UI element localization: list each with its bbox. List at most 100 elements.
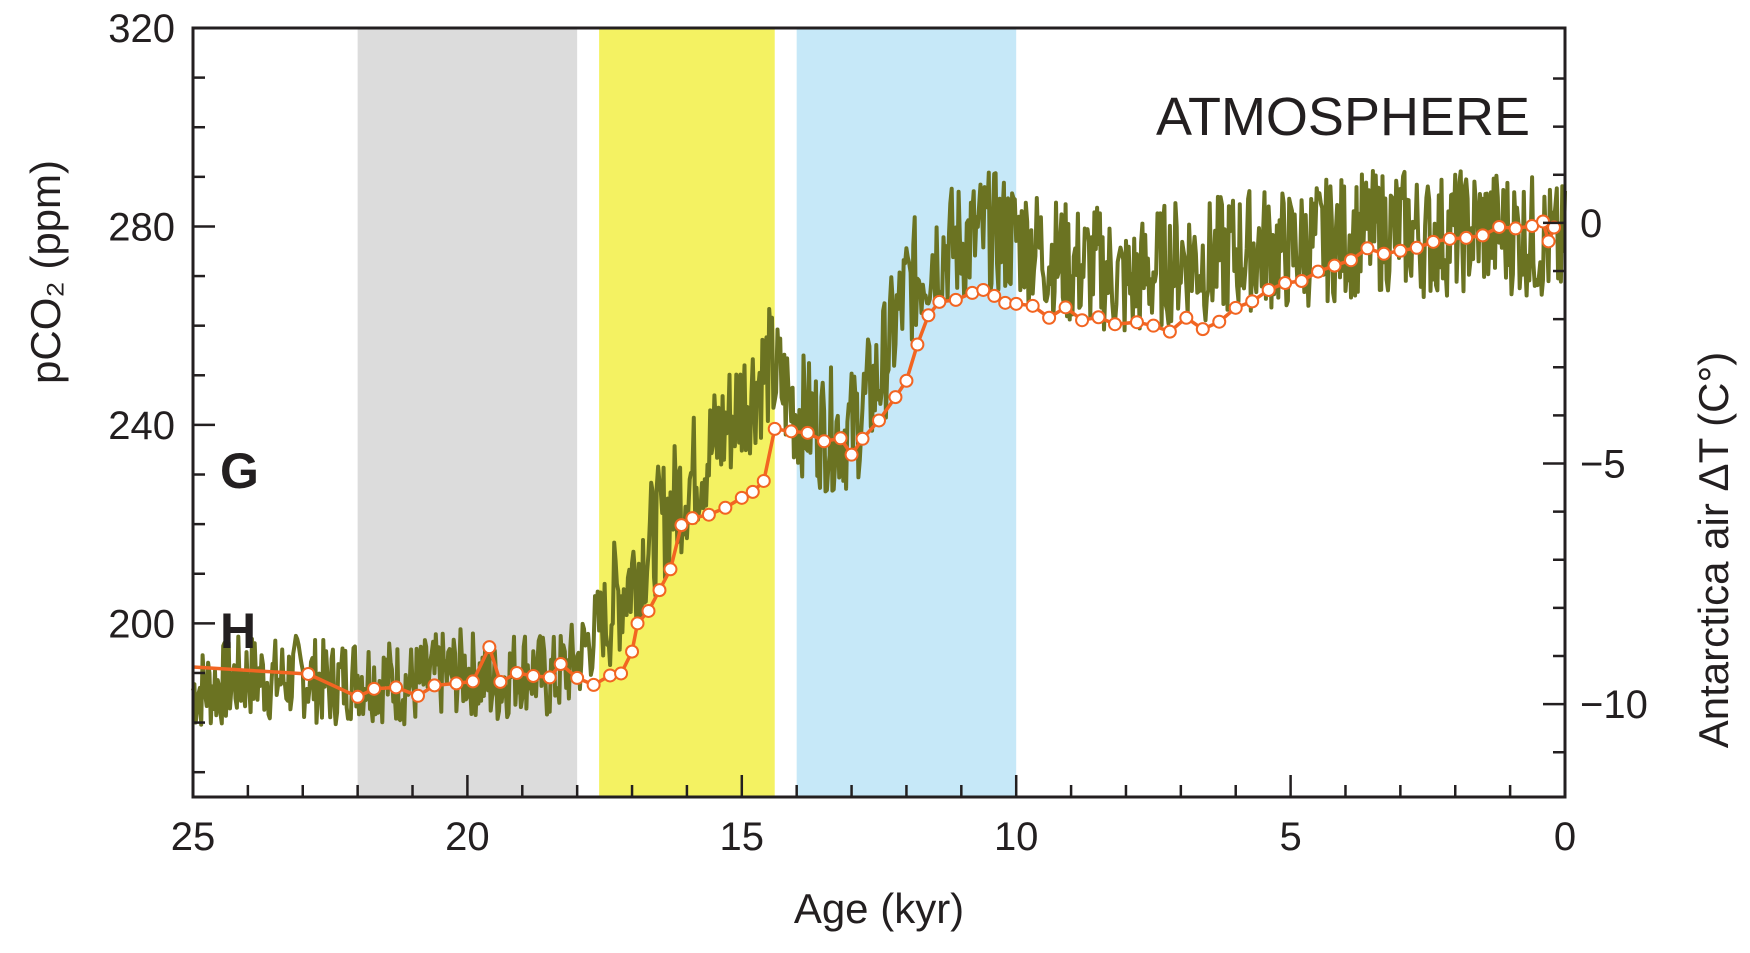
y-left-tick-label: 200 bbox=[108, 602, 175, 646]
series-g-point bbox=[614, 666, 629, 681]
series-g-point bbox=[465, 674, 480, 689]
series-g-point bbox=[1360, 241, 1375, 256]
series-g-point bbox=[641, 603, 656, 618]
series-g-point bbox=[800, 425, 815, 440]
y-right-axis-title: Antarctica air ΔT (C°) bbox=[1690, 352, 1737, 748]
series-g-point bbox=[718, 500, 733, 515]
series-g-point bbox=[427, 678, 442, 693]
x-axis: 25 20 15 10 5 0 bbox=[171, 775, 1576, 859]
series-g-point bbox=[844, 447, 859, 462]
series-g-point bbox=[1426, 234, 1441, 249]
x-tick-label: 5 bbox=[1279, 815, 1301, 859]
series-g-point bbox=[630, 616, 645, 631]
series-g-point bbox=[833, 431, 848, 446]
y-left-tick-label: 320 bbox=[108, 7, 175, 51]
x-tick-label: 25 bbox=[171, 815, 216, 859]
series-g bbox=[192, 214, 1562, 704]
series-g-point bbox=[1075, 313, 1090, 328]
series-h bbox=[191, 169, 1567, 727]
series-h-line bbox=[191, 169, 1567, 727]
series-g-point bbox=[1475, 228, 1490, 243]
series-g-point bbox=[921, 308, 936, 323]
series-g-point bbox=[734, 490, 749, 505]
series-g-point bbox=[603, 668, 618, 683]
series-g-point bbox=[855, 431, 870, 446]
series-g-point bbox=[932, 294, 947, 309]
right-y-axis: 0 −5 −10 bbox=[1543, 77, 1648, 754]
series-g-point bbox=[1327, 258, 1342, 273]
y-right-tick-label: 0 bbox=[1580, 202, 1602, 246]
x-tick-label: 15 bbox=[720, 815, 765, 859]
series-g-point bbox=[745, 484, 760, 499]
series-g-point bbox=[389, 680, 404, 695]
series-h-label: H bbox=[220, 603, 256, 659]
series-g-point bbox=[509, 665, 524, 680]
series-g-point bbox=[1146, 318, 1161, 333]
series-g-point bbox=[553, 657, 568, 672]
series-g-point bbox=[1129, 315, 1144, 330]
series-g-point bbox=[1343, 253, 1358, 268]
series-g-point bbox=[1091, 310, 1106, 325]
series-g-point bbox=[350, 689, 365, 704]
series-g-point bbox=[685, 511, 700, 526]
series-g-point bbox=[449, 676, 464, 691]
plot-frame bbox=[191, 26, 1567, 799]
series-g-point bbox=[817, 434, 832, 449]
series-g-point bbox=[767, 421, 782, 436]
series-g-point bbox=[570, 670, 585, 685]
series-g-point bbox=[542, 670, 557, 685]
y-left-axis-title: pCO₂ (ppm) bbox=[22, 160, 69, 384]
series-g-point bbox=[899, 373, 914, 388]
series-g-point bbox=[625, 644, 640, 659]
series-g-point bbox=[1261, 282, 1276, 297]
series-g-point bbox=[1376, 246, 1391, 261]
series-g-point bbox=[872, 413, 886, 428]
series-g-point bbox=[1541, 234, 1556, 249]
series-g-point bbox=[701, 507, 716, 522]
series-g-point bbox=[976, 282, 991, 297]
series-g-point bbox=[1245, 294, 1260, 309]
series-g-point bbox=[1228, 300, 1243, 315]
series-g-point bbox=[1009, 296, 1024, 311]
series-g-point bbox=[1409, 240, 1424, 255]
series-g-point bbox=[493, 674, 508, 689]
x-tick-label: 0 bbox=[1554, 815, 1576, 859]
series-g-point bbox=[526, 668, 541, 683]
y-left-tick-label: 240 bbox=[108, 404, 175, 448]
series-g-point bbox=[1536, 214, 1551, 229]
series-g-point bbox=[910, 337, 925, 352]
series-g-point bbox=[987, 288, 1002, 303]
series-g-point bbox=[1459, 230, 1474, 245]
series-g-point bbox=[1162, 324, 1177, 339]
series-g-point bbox=[784, 424, 799, 439]
y-right-tick-label: −10 bbox=[1580, 683, 1648, 727]
series-g-point bbox=[1311, 264, 1326, 279]
series-g-point bbox=[1107, 317, 1122, 332]
series-g-point bbox=[948, 292, 963, 307]
series-g-point bbox=[1195, 322, 1210, 337]
series-g-point bbox=[1547, 220, 1562, 235]
series-g-point bbox=[756, 473, 771, 488]
x-axis-title: Age (kyr) bbox=[794, 885, 964, 932]
series-g-point bbox=[1179, 310, 1194, 325]
series-g-point bbox=[1212, 314, 1227, 329]
series-g-point bbox=[1393, 243, 1408, 258]
series-g-point bbox=[301, 666, 316, 681]
series-g-point bbox=[1278, 276, 1293, 291]
series-g-point bbox=[411, 688, 426, 703]
series-g-point bbox=[1042, 310, 1057, 325]
x-tick-label: 10 bbox=[994, 815, 1039, 859]
series-g-point bbox=[663, 562, 678, 577]
series-g-point bbox=[1294, 274, 1309, 289]
series-g-point bbox=[1025, 298, 1040, 313]
series-g-point bbox=[482, 640, 497, 655]
series-g-point bbox=[674, 518, 689, 533]
series-g-point bbox=[1442, 231, 1457, 246]
x-tick-label: 20 bbox=[445, 815, 490, 859]
series-g-label: G bbox=[220, 443, 259, 499]
series-g-point bbox=[1492, 219, 1507, 234]
series-g-point bbox=[1508, 221, 1523, 236]
atmosphere-annotation: ATMOSPHERE bbox=[1156, 87, 1530, 147]
series-g-point bbox=[1058, 300, 1073, 315]
